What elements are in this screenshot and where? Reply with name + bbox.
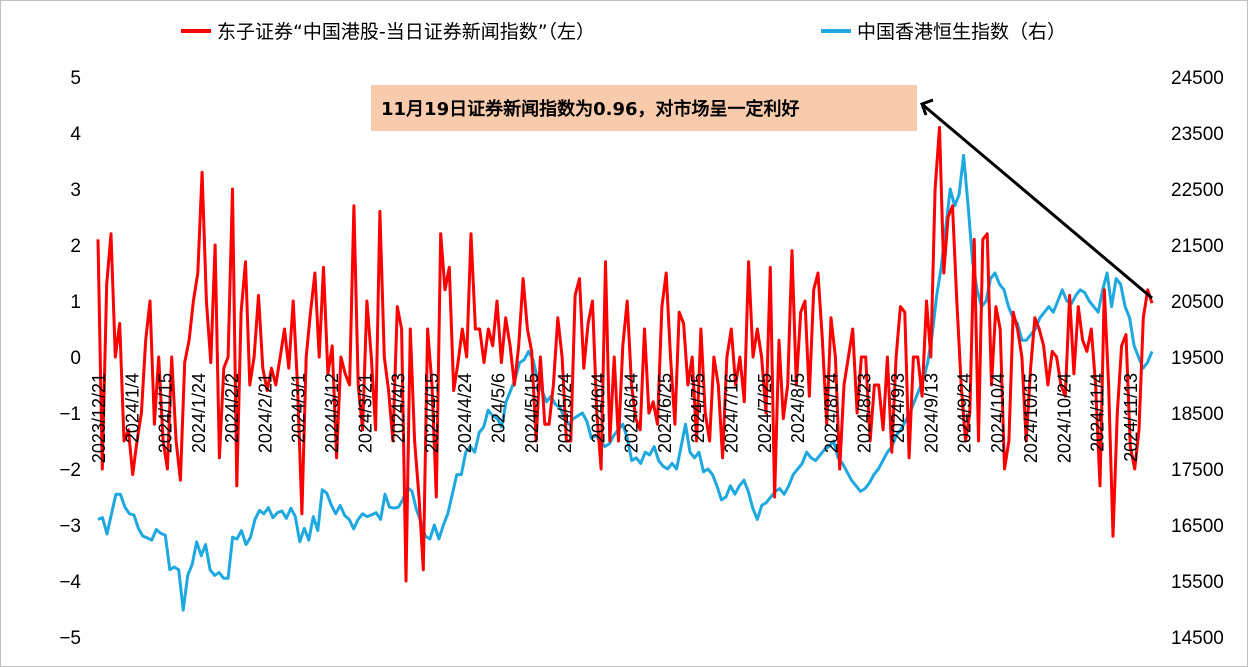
x-tick-label: 2024/2/21 <box>255 373 275 453</box>
x-tick-label: 2024/5/6 <box>488 373 508 443</box>
x-tick-label: 2024/9/24 <box>955 373 975 453</box>
legend: 东子证券“中国港股-当日证券新闻指数”（左） 中国香港恒生指数（右） <box>181 21 1066 43</box>
x-tick-label: 2024/1/15 <box>156 373 176 453</box>
x-tick-label: 2024/5/15 <box>522 373 542 453</box>
x-tick-label: 2024/8/5 <box>788 373 808 443</box>
x-tick-label: 2024/3/1 <box>289 373 309 443</box>
left-tick-label: −1 <box>59 404 81 425</box>
right-tick-label: 24500 <box>1171 68 1224 89</box>
right-tick-label: 21500 <box>1171 236 1224 257</box>
x-tick-label: 2024/7/5 <box>688 373 708 443</box>
left-y-axis: −5 −4 −3 −2 −1 0 1 2 3 4 5 <box>59 68 81 649</box>
left-tick-label: 0 <box>70 348 81 369</box>
legend-entry-news-index: 东子证券“中国港股-当日证券新闻指数”（左） <box>217 21 595 43</box>
right-tick-label: 15500 <box>1171 572 1224 593</box>
x-tick-label: 2024/4/3 <box>389 373 409 443</box>
x-tick-label: 2024/10/24 <box>1054 373 1074 463</box>
x-tick-label: 2024/10/4 <box>988 373 1008 453</box>
legend-entry-hang-seng: 中国香港恒生指数（右） <box>857 21 1066 43</box>
x-tick-label: 2024/11/13 <box>1121 373 1141 462</box>
x-tick-label: 2024/8/14 <box>821 373 841 453</box>
left-tick-label: 1 <box>70 292 81 313</box>
right-tick-label: 20500 <box>1171 292 1224 313</box>
annotation: 11月19日证券新闻指数为0.96，对市场呈一定利好 <box>371 85 1153 300</box>
x-tick-label: 2024/1/24 <box>189 373 209 453</box>
annotation-text: 11月19日证券新闻指数为0.96，对市场呈一定利好 <box>381 98 800 120</box>
left-tick-label: 2 <box>70 236 81 257</box>
x-tick-label: 2024/11/4 <box>1088 373 1108 452</box>
x-tick-label: 2024/2/2 <box>222 373 242 443</box>
left-tick-label: 3 <box>70 180 81 201</box>
x-tick-label: 2024/7/16 <box>722 373 742 453</box>
right-tick-label: 19500 <box>1171 348 1224 369</box>
x-tick-label: 2023/12/21 <box>89 373 109 463</box>
right-tick-label: 17500 <box>1171 460 1224 481</box>
annotation-arrowhead <box>920 98 934 116</box>
right-tick-label: 14500 <box>1171 628 1224 649</box>
x-tick-label: 2024/6/4 <box>588 373 608 443</box>
right-tick-label: 16500 <box>1171 516 1224 537</box>
series-news-index <box>96 125 1154 583</box>
left-tick-label: −2 <box>59 460 81 481</box>
x-tick-label: 2024/3/21 <box>355 373 375 453</box>
left-tick-label: −5 <box>59 628 81 649</box>
left-tick-label: −4 <box>59 572 81 593</box>
right-tick-label: 18500 <box>1171 404 1224 425</box>
x-tick-label: 2024/3/12 <box>322 373 342 453</box>
x-tick-label: 2024/8/23 <box>855 373 875 453</box>
x-tick-label: 2024/10/15 <box>1021 373 1041 463</box>
x-tick-label: 2024/6/25 <box>655 373 675 453</box>
left-tick-label: −3 <box>59 516 81 537</box>
annotation-box <box>371 85 917 131</box>
x-tick-label: 2024/1/4 <box>122 373 142 443</box>
x-tick-label: 2024/9/13 <box>921 373 941 453</box>
right-tick-label: 22500 <box>1171 180 1224 201</box>
series-line <box>96 125 1154 583</box>
x-tick-label: 2024/9/3 <box>888 373 908 443</box>
right-y-axis: 14500 15500 16500 17500 18500 19500 20500 21500… <box>1171 68 1224 649</box>
x-tick-label: 2024/6/14 <box>622 373 642 453</box>
x-tick-label: 2024/4/24 <box>455 373 475 453</box>
right-tick-label: 23500 <box>1171 124 1224 145</box>
x-tick-label: 2024/7/25 <box>755 373 775 453</box>
left-tick-label: 4 <box>70 124 81 145</box>
x-tick-label: 2024/4/15 <box>422 373 442 453</box>
left-tick-label: 5 <box>70 68 81 89</box>
x-axis: 2023/12/21 2024/1/4 2024/1/15 2024/1/24 2024… <box>89 373 1141 463</box>
annotation-arrow <box>922 103 1153 300</box>
x-tick-label: 2024/5/24 <box>555 373 575 453</box>
